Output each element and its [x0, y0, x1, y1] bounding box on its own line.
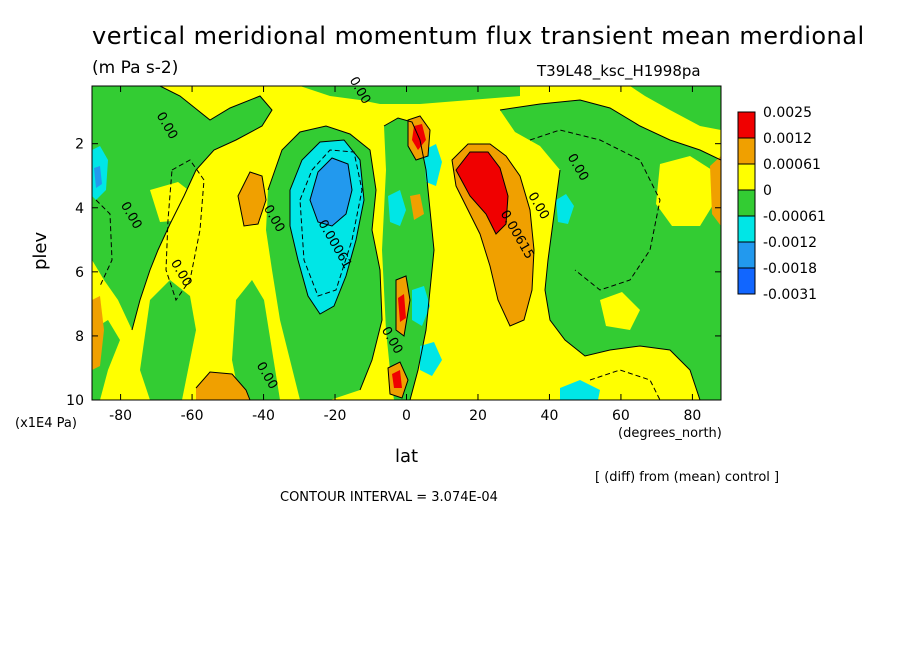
orange-region-eq-4 — [410, 194, 424, 220]
green-region-north-top — [630, 86, 721, 130]
green-region-equator — [382, 118, 434, 400]
y-tick-label: 4 — [75, 201, 84, 217]
blue-region-southwest — [94, 166, 102, 188]
y-tick-label: 6 — [75, 265, 84, 281]
orange-region-southwest — [92, 296, 104, 370]
legend-level-label: 0.00061 — [763, 157, 821, 173]
x-tick-label: -20 — [324, 408, 347, 424]
legend-swatch — [737, 111, 756, 139]
green-region-central-south — [232, 280, 280, 400]
x-tick-label: 40 — [541, 408, 559, 424]
y-tick-label: 2 — [75, 137, 84, 153]
y-tick-label: 8 — [75, 329, 84, 345]
x-tick-label: -60 — [181, 408, 204, 424]
axis-layer: -80 -60 -40 -20 0 20 40 60 80 2 4 6 8 10 — [66, 86, 721, 424]
x-tick-label: 60 — [612, 408, 630, 424]
green-region-top-mid — [300, 86, 520, 104]
x-tick-label: 0 — [402, 408, 411, 424]
run-id-label: T39L48_ksc_H1998pa — [537, 62, 701, 80]
legend-level-label: -0.00061 — [763, 209, 826, 225]
y-tick-label: 10 — [66, 393, 84, 409]
red-region-eq-2 — [398, 294, 406, 322]
legend-swatch — [737, 163, 756, 191]
red-region-north — [456, 152, 508, 234]
contour-lines — [131, 86, 721, 400]
x-tick-label: -80 — [109, 408, 132, 424]
legend-level-label: -0.0018 — [763, 261, 817, 277]
y-axis-unit: (x1E4 Pa) — [15, 416, 77, 431]
red-region-eq-3 — [392, 370, 402, 388]
yellow-patch-south-1 — [150, 182, 196, 222]
blue-region-southern-mid — [310, 158, 352, 226]
x-axis-unit: (degrees_north) — [618, 426, 722, 441]
legend-swatch — [737, 137, 756, 165]
legend-swatch — [737, 215, 756, 243]
legend-level-label: -0.0012 — [763, 235, 817, 251]
chart-title: vertical meridional momentum flux transi… — [92, 22, 865, 50]
yellow-patch-north-2 — [600, 292, 640, 330]
cyan-region-eq-4 — [420, 342, 442, 376]
x-tick-label: 20 — [469, 408, 487, 424]
orange-region-south-1 — [238, 172, 266, 226]
cyan-region-north-2 — [560, 380, 600, 400]
y-axis-label: plev — [30, 231, 51, 270]
negative-contour-lines — [95, 129, 661, 400]
units-label: (m Pa s-2) — [92, 58, 179, 78]
legend-swatch — [737, 241, 756, 269]
x-tick-label: 80 — [683, 408, 701, 424]
legend: 0.0025 0.0012 0.00061 0 -0.00061 -0.0012 -0.00… — [737, 105, 826, 303]
cyan-region-eq-2 — [388, 190, 406, 226]
legend-swatch — [737, 189, 756, 217]
legend-level-label: -0.0031 — [763, 287, 817, 303]
cyan-region-north-1 — [556, 194, 574, 224]
contour-interval-label: CONTOUR INTERVAL = 3.074E-04 — [280, 490, 498, 505]
orange-region-south-bottom — [196, 372, 250, 400]
x-axis-label: lat — [395, 446, 419, 467]
diff-note: [ (diff) from (mean) control ] — [595, 470, 780, 485]
legend-swatch — [737, 267, 756, 295]
legend-level-label: 0.0012 — [763, 131, 812, 147]
legend-level-label: 0.0025 — [763, 105, 812, 121]
yellow-patch-north-1 — [656, 156, 716, 226]
green-region-west — [92, 86, 272, 330]
orange-region-north-edge — [710, 156, 721, 226]
legend-level-label: 0 — [763, 183, 772, 199]
x-tick-label: -40 — [252, 408, 275, 424]
contour-field — [92, 86, 721, 400]
green-region-south-band — [140, 280, 196, 400]
cyan-region-eq-3 — [412, 286, 430, 326]
